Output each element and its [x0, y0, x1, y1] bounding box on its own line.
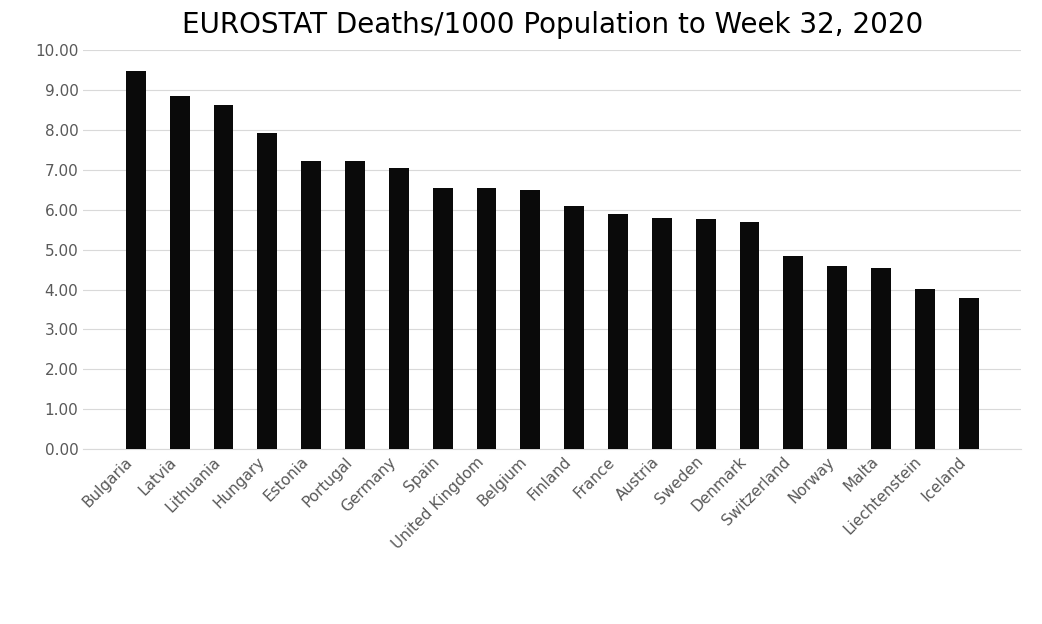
- Bar: [827, 266, 847, 449]
- Bar: [170, 96, 190, 449]
- Bar: [609, 213, 628, 449]
- Bar: [389, 168, 408, 449]
- Bar: [126, 71, 146, 449]
- Bar: [565, 207, 584, 449]
- Bar: [652, 218, 672, 449]
- Bar: [432, 188, 452, 449]
- Bar: [871, 268, 891, 449]
- Bar: [740, 222, 760, 449]
- Bar: [476, 188, 496, 449]
- Bar: [959, 298, 978, 449]
- Bar: [214, 105, 233, 449]
- Bar: [301, 161, 321, 449]
- Bar: [345, 162, 365, 449]
- Bar: [915, 289, 935, 449]
- Bar: [257, 132, 277, 449]
- Title: EUROSTAT Deaths/1000 Population to Week 32, 2020: EUROSTAT Deaths/1000 Population to Week …: [181, 11, 923, 39]
- Bar: [696, 219, 716, 449]
- Bar: [521, 190, 540, 449]
- Bar: [784, 256, 803, 449]
